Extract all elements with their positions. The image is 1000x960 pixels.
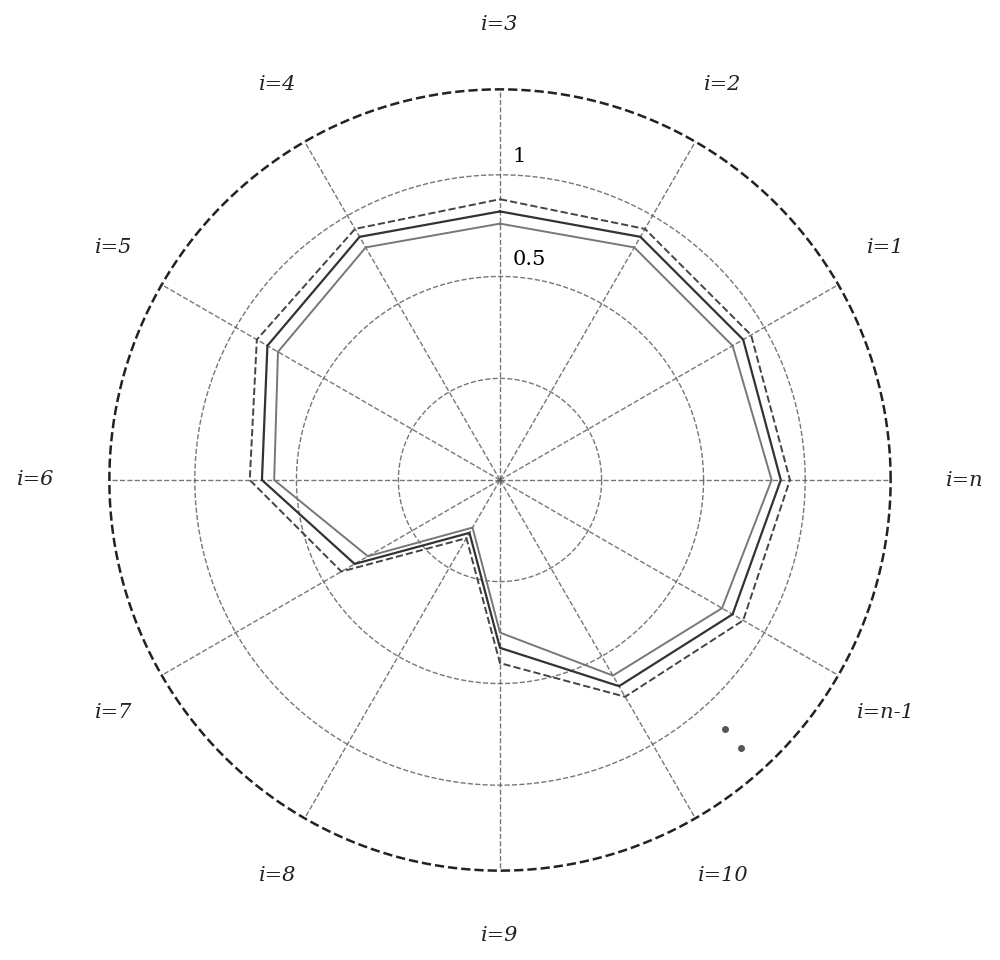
Text: 1: 1 [512,147,526,166]
Text: i=9: i=9 [481,925,519,945]
Text: i=8: i=8 [259,866,296,885]
Text: i=2: i=2 [704,75,741,94]
Text: i=10: i=10 [697,866,748,885]
Text: i=n-1: i=n-1 [857,703,915,722]
Text: i=n: i=n [946,470,983,490]
Text: 0.5: 0.5 [512,251,546,270]
Text: i=5: i=5 [95,238,133,257]
Text: i=4: i=4 [259,75,296,94]
Text: i=6: i=6 [17,470,54,490]
Text: i=7: i=7 [95,703,133,722]
Text: i=1: i=1 [867,238,905,257]
Text: i=3: i=3 [481,15,519,35]
